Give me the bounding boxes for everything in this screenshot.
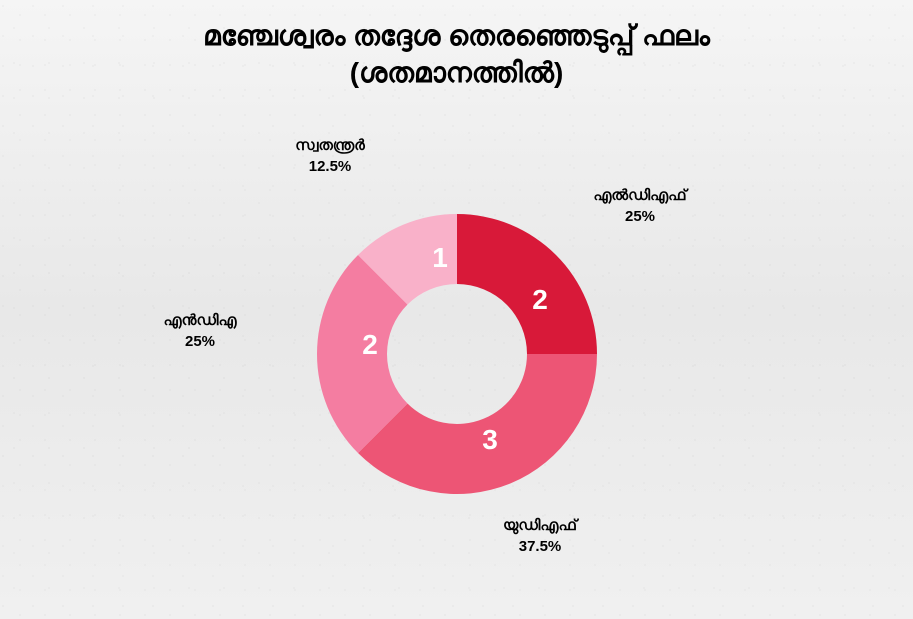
slice-label-name-1: യുഡിഎഫ് [503, 515, 577, 536]
donut-slice-0 [457, 214, 597, 354]
slice-value-1: 3 [482, 424, 498, 456]
donut-chart [307, 204, 607, 504]
slice-label-percent-2: 25% [163, 331, 236, 352]
slice-label-name-3: സ്വതന്ത്രർ [295, 135, 365, 156]
slice-label-name-2: എൻഡിഎ [163, 310, 236, 331]
donut-slice-1 [358, 354, 597, 494]
slice-label-percent-1: 37.5% [503, 536, 577, 557]
slice-label-1: യുഡിഎഫ്37.5% [503, 515, 577, 557]
title-line-2: (ശതമാനത്തിൽ) [0, 57, 913, 90]
slice-value-3: 1 [432, 242, 448, 274]
slice-label-percent-0: 25% [593, 206, 686, 227]
slice-label-0: എൽഡിഎഫ്25% [593, 185, 686, 227]
slice-label-2: എൻഡിഎ25% [163, 310, 236, 352]
slice-label-percent-3: 12.5% [295, 156, 365, 177]
slice-value-0: 2 [532, 284, 548, 316]
title-line-1: മഞ്ചേശ്വരം തദ്ദേശ തെരഞ്ഞെടുപ്പ് ഫലം [0, 20, 913, 53]
chart-title: മഞ്ചേശ്വരം തദ്ദേശ തെരഞ്ഞെടുപ്പ് ഫലം (ശതമ… [0, 20, 913, 90]
slice-label-3: സ്വതന്ത്രർ12.5% [295, 135, 365, 177]
chart-container: 2എൽഡിഎഫ്25%3യുഡിഎഫ്37.5%2എൻഡിഎ25%1സ്വതന്… [0, 110, 913, 619]
slice-value-2: 2 [362, 329, 378, 361]
slice-label-name-0: എൽഡിഎഫ് [593, 185, 686, 206]
